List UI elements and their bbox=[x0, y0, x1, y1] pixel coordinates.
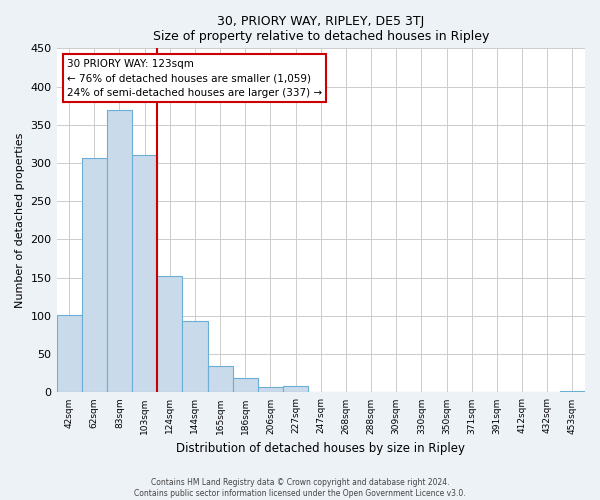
Bar bbox=[233, 378, 258, 392]
Bar bbox=[283, 386, 308, 392]
Bar bbox=[157, 276, 182, 392]
Title: 30, PRIORY WAY, RIPLEY, DE5 3TJ
Size of property relative to detached houses in : 30, PRIORY WAY, RIPLEY, DE5 3TJ Size of … bbox=[152, 15, 489, 43]
Bar bbox=[107, 110, 132, 392]
Bar bbox=[560, 391, 585, 392]
Bar bbox=[208, 366, 233, 392]
Bar bbox=[258, 387, 283, 392]
Text: 30 PRIORY WAY: 123sqm
← 76% of detached houses are smaller (1,059)
24% of semi-d: 30 PRIORY WAY: 123sqm ← 76% of detached … bbox=[67, 58, 322, 98]
Bar bbox=[132, 156, 157, 392]
Bar bbox=[182, 322, 208, 392]
Y-axis label: Number of detached properties: Number of detached properties bbox=[15, 132, 25, 308]
Text: Contains HM Land Registry data © Crown copyright and database right 2024.
Contai: Contains HM Land Registry data © Crown c… bbox=[134, 478, 466, 498]
Bar bbox=[56, 315, 82, 392]
Bar bbox=[82, 158, 107, 392]
X-axis label: Distribution of detached houses by size in Ripley: Distribution of detached houses by size … bbox=[176, 442, 465, 455]
